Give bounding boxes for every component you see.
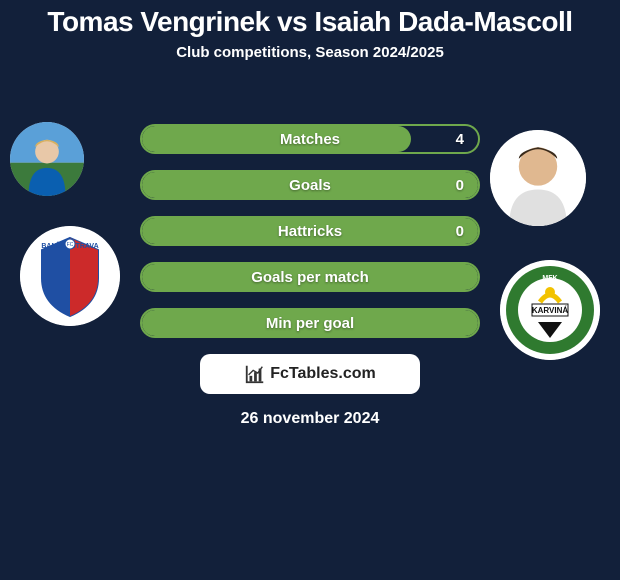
stat-label: Goals xyxy=(289,177,331,194)
date-text: 26 november 2024 xyxy=(0,410,620,428)
page-title: Tomas Vengrinek vs Isaiah Dada-Mascoll xyxy=(0,0,620,38)
club-left-badge: BANÍK OSTRAVA FC xyxy=(20,226,120,326)
chart-bar-icon xyxy=(244,363,266,385)
stat-label: Hattricks xyxy=(278,223,342,240)
stat-value-right: 0 xyxy=(456,223,464,240)
stat-row: Goals 0 xyxy=(140,170,480,200)
watermark: FcTables.com xyxy=(200,354,420,394)
club-right-badge: KARVINÁ MFK xyxy=(500,260,600,360)
stat-value-right: 4 xyxy=(456,131,464,148)
svg-text:FC: FC xyxy=(67,242,74,248)
shield-icon: BANÍK OSTRAVA FC xyxy=(20,226,120,326)
stat-row: Min per goal xyxy=(140,308,480,338)
stat-row: Hattricks 0 xyxy=(140,216,480,246)
person-icon xyxy=(490,130,586,226)
club-right-text: KARVINÁ xyxy=(532,306,569,315)
stat-label: Matches xyxy=(280,131,340,148)
player-right-avatar xyxy=(490,130,586,226)
svg-text:MFK: MFK xyxy=(542,275,557,282)
stat-fill xyxy=(142,126,411,152)
stat-label: Min per goal xyxy=(266,315,354,332)
stat-row: Matches 4 xyxy=(140,124,480,154)
person-icon xyxy=(10,122,84,196)
stat-value-right: 0 xyxy=(456,177,464,194)
stat-pill: Matches 4 xyxy=(140,124,480,154)
stat-pill: Hattricks 0 xyxy=(140,216,480,246)
watermark-text: FcTables.com xyxy=(270,365,376,383)
stat-label: Goals per match xyxy=(251,269,369,286)
shield-icon: KARVINÁ MFK xyxy=(500,260,600,360)
stat-pill: Min per goal xyxy=(140,308,480,338)
stat-pill: Goals 0 xyxy=(140,170,480,200)
subtitle: Club competitions, Season 2024/2025 xyxy=(0,44,620,61)
player-left-avatar xyxy=(10,122,84,196)
stat-pill: Goals per match xyxy=(140,262,480,292)
stat-row: Goals per match xyxy=(140,262,480,292)
